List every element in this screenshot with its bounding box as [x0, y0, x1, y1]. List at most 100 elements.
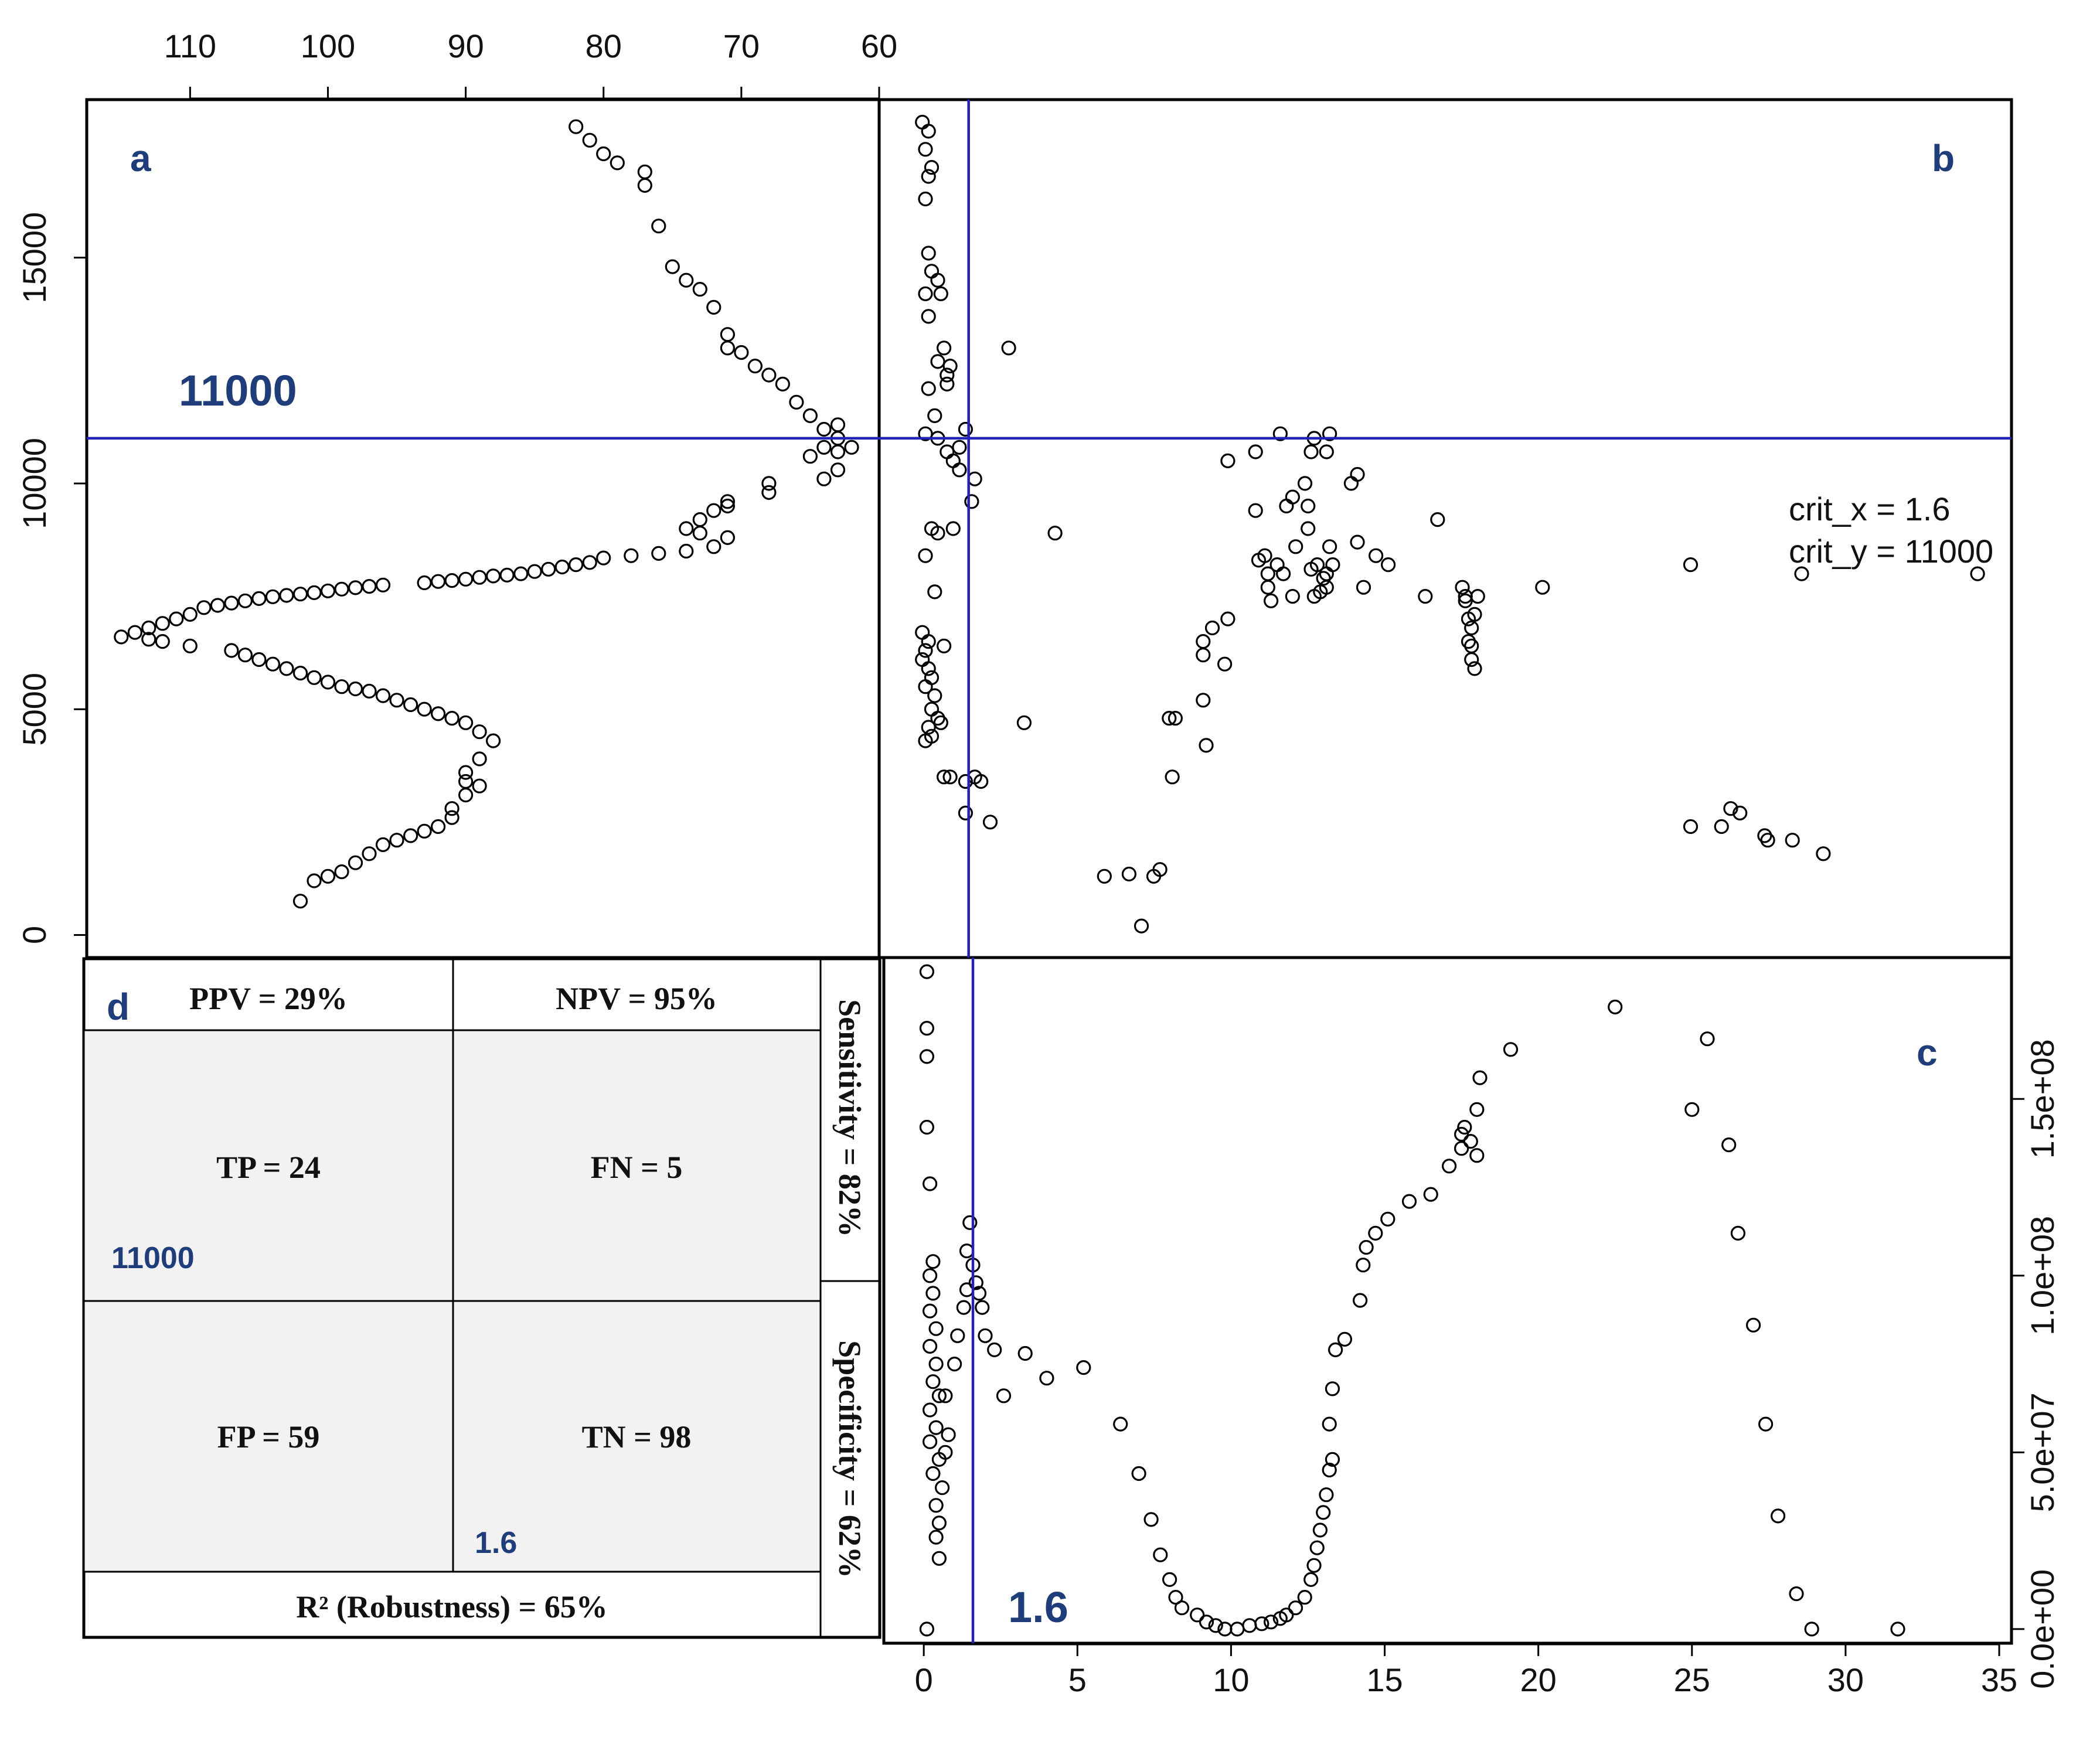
data-point-b-126 — [1970, 566, 1985, 581]
data-point-b-73 — [1220, 453, 1236, 469]
data-point-c-61 — [1297, 1590, 1312, 1605]
r2-label: R² (Robustness) = 65% — [296, 1589, 608, 1624]
data-point-a-2 — [596, 146, 611, 162]
data-point-b-19 — [918, 426, 933, 441]
data-point-a-89 — [375, 688, 391, 703]
panel-a-frame — [85, 98, 881, 959]
data-point-b-43 — [921, 720, 936, 735]
data-point-a-73 — [127, 625, 142, 640]
table-x-crit-label: 1.6 — [475, 1526, 517, 1560]
data-point-b-46 — [918, 733, 933, 748]
data-point-b-24 — [952, 462, 967, 478]
data-point-b-26 — [967, 471, 982, 486]
data-point-a-14 — [747, 358, 763, 374]
data-point-c-67 — [1319, 1487, 1334, 1503]
data-point-c-11 — [928, 1357, 944, 1372]
data-point-b-117 — [1461, 633, 1476, 649]
data-point-b-18 — [927, 408, 942, 424]
data-point-b-103 — [1319, 566, 1334, 581]
y-threshold-label: 11000 — [179, 366, 297, 415]
data-point-a-79 — [237, 648, 253, 663]
data-point-a-96 — [472, 724, 487, 740]
data-point-c-98 — [1789, 1586, 1804, 1602]
data-point-a-70 — [169, 611, 184, 626]
data-point-b-13 — [930, 354, 945, 369]
data-point-c-50 — [1190, 1607, 1205, 1623]
specificity-label: Specificity = 62% — [832, 1340, 867, 1578]
data-point-b-62 — [1134, 918, 1149, 934]
data-point-a-115 — [292, 894, 308, 909]
data-point-c-5 — [925, 1254, 941, 1269]
data-point-c-78 — [1380, 1211, 1396, 1227]
data-point-b-100 — [1316, 571, 1331, 586]
data-point-a-33 — [692, 512, 707, 527]
data-point-b-63 — [1162, 710, 1177, 726]
data-point-c-59 — [1279, 1607, 1294, 1623]
data-point-b-127 — [1683, 819, 1699, 834]
data-point-c-15 — [928, 1420, 944, 1435]
crit-y-legend: crit_y = 11000 — [1789, 533, 1993, 570]
data-point-a-48 — [499, 567, 515, 583]
threshold-layer — [87, 100, 2011, 1643]
data-point-a-76 — [155, 633, 170, 649]
x-tick-label-c-5: 25 — [1674, 1661, 1710, 1698]
data-point-a-111 — [348, 855, 363, 870]
data-point-c-70 — [1322, 1416, 1337, 1432]
data-point-c-32 — [962, 1215, 978, 1230]
data-point-b-52 — [974, 774, 989, 789]
data-point-a-61 — [292, 587, 308, 602]
data-point-a-94 — [444, 710, 460, 726]
data-point-a-86 — [334, 679, 349, 694]
data-point-a-8 — [679, 272, 694, 288]
data-point-c-94 — [1730, 1225, 1745, 1241]
data-point-a-112 — [334, 864, 349, 880]
data-point-b-125 — [1794, 566, 1809, 581]
data-point-b-48 — [936, 769, 952, 785]
data-point-b-67 — [1196, 693, 1211, 708]
data-point-b-69 — [1196, 633, 1211, 649]
data-point-a-104 — [444, 810, 460, 825]
data-point-b-131 — [1757, 828, 1772, 843]
data-point-c-13 — [931, 1388, 947, 1404]
npv-label: NPV = 95% — [556, 981, 717, 1016]
y-tick-label-c-3: 1.5e+08 — [2024, 1039, 2061, 1159]
data-point-a-95 — [458, 715, 474, 730]
data-point-b-104 — [1343, 476, 1359, 491]
data-point-a-113 — [320, 868, 336, 884]
data-point-a-19 — [816, 421, 832, 437]
data-point-c-44 — [1131, 1466, 1146, 1481]
data-point-a-59 — [320, 583, 336, 598]
data-point-a-65 — [237, 593, 253, 608]
data-point-a-23 — [802, 449, 818, 464]
data-point-b-21 — [940, 444, 955, 459]
data-point-b-129 — [1723, 801, 1738, 816]
data-point-b-121 — [1470, 588, 1485, 604]
data-point-a-1 — [582, 132, 597, 148]
data-point-a-107 — [403, 828, 418, 843]
data-point-b-108 — [1369, 548, 1384, 563]
data-point-b-118 — [1464, 652, 1479, 667]
x-tick-label-c-1: 5 — [1068, 1661, 1087, 1698]
data-point-a-5 — [637, 178, 652, 193]
data-point-a-100 — [458, 774, 474, 789]
data-point-c-18 — [925, 1466, 941, 1481]
data-point-b-50 — [958, 774, 974, 789]
data-point-a-25 — [844, 440, 859, 455]
data-point-b-105 — [1350, 466, 1365, 482]
y-tick-label-a-1: 5000 — [16, 673, 53, 746]
x-tick-label-c-4: 20 — [1520, 1661, 1557, 1698]
data-point-c-9 — [928, 1321, 944, 1336]
data-point-a-10 — [706, 299, 721, 315]
data-point-c-72 — [1328, 1342, 1343, 1357]
data-point-c-22 — [928, 1530, 944, 1545]
x-tick-label-a-5: 60 — [861, 28, 897, 64]
data-point-c-57 — [1264, 1614, 1279, 1630]
data-point-c-69 — [1325, 1452, 1340, 1467]
cell-tp — [83, 1029, 454, 1302]
data-point-a-91 — [403, 697, 418, 713]
data-point-c-75 — [1356, 1258, 1371, 1273]
data-point-c-77 — [1368, 1225, 1383, 1241]
data-point-a-93 — [430, 706, 446, 721]
data-point-b-0 — [915, 114, 930, 130]
